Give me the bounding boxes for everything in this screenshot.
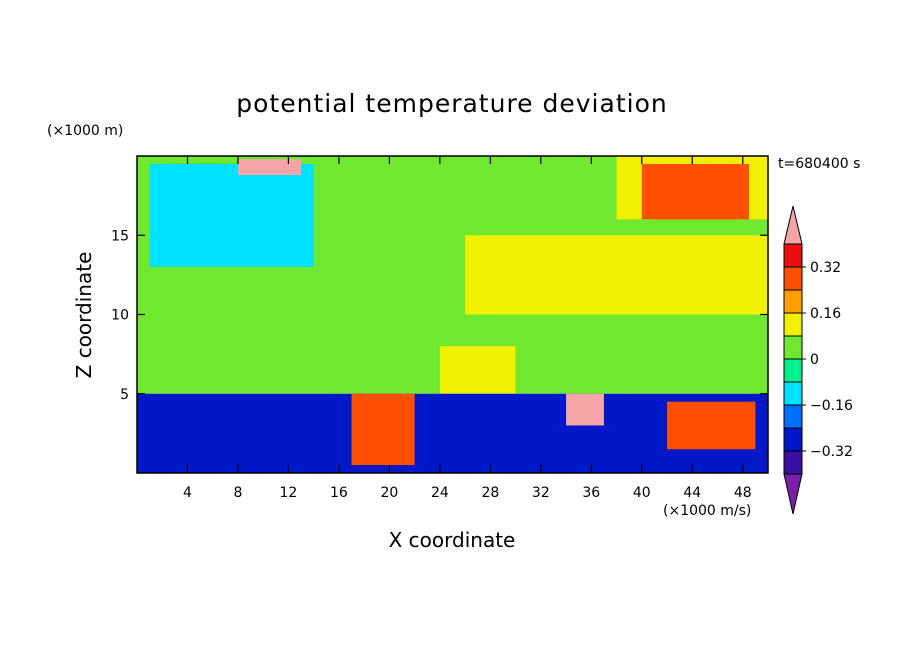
y-tick-label: 10 <box>111 308 129 324</box>
y-axis-title: Z coordinate <box>72 252 96 379</box>
colorbar-swatch <box>783 266 803 291</box>
field-region <box>351 393 415 466</box>
x-tick-label: 48 <box>734 485 752 501</box>
colorbar-tick-label: −0.32 <box>810 444 853 460</box>
x-tick-label: 44 <box>683 485 701 501</box>
x-tick-label: 20 <box>380 485 398 501</box>
x-tick-label: 12 <box>280 485 298 501</box>
x-axis-title: X coordinate <box>389 528 516 552</box>
colorbar-swatch <box>783 450 803 475</box>
x-tick-label: 16 <box>330 485 348 501</box>
x-tick-label: 40 <box>633 485 651 501</box>
field-region <box>439 346 516 394</box>
x-axis: 4 8 12 16 20 24 28 32 36 40 44 48 <box>183 156 752 501</box>
colorbar-max-arrow <box>783 205 803 245</box>
field-region <box>137 393 768 473</box>
field-layer <box>137 156 768 473</box>
colorbar-swatch <box>783 312 803 337</box>
colorbar-swatch <box>783 358 803 383</box>
field-region <box>237 159 302 176</box>
x-tick-label: 36 <box>582 485 600 501</box>
colorbar-tick-label: 0.32 <box>810 260 841 276</box>
colorbar-swatch <box>783 404 803 429</box>
colorbar-tick-label: 0 <box>810 352 819 368</box>
x-tick-label: 24 <box>431 485 449 501</box>
colorbar-swatch <box>783 335 803 360</box>
field-region <box>667 401 756 450</box>
colorbar-min-arrow <box>783 473 803 515</box>
colorbar-tick-label: −0.16 <box>810 398 853 414</box>
y-axis: 5 10 15 <box>111 228 768 403</box>
y-unit-label: (×1000 m) <box>47 123 123 139</box>
colorbar: 0.32 0.16 0 −0.16 −0.32 <box>783 205 853 515</box>
x-tick-label: 28 <box>481 485 499 501</box>
field-region <box>641 163 750 220</box>
field-region <box>465 235 768 315</box>
y-tick-label: 15 <box>111 228 129 244</box>
x-unit-label: (×1000 m/s) <box>663 503 751 519</box>
time-label: t=680400 s <box>778 156 860 172</box>
field-region <box>149 163 314 267</box>
x-tick-label: 4 <box>183 485 192 501</box>
colorbar-swatch <box>783 427 803 452</box>
colorbar-swatch <box>783 289 803 314</box>
y-tick-label: 5 <box>120 387 129 403</box>
x-tick-label: 32 <box>532 485 550 501</box>
chart-title: potential temperature deviation <box>236 89 667 118</box>
field-region <box>566 393 604 426</box>
colorbar-tick-label: 0.16 <box>810 306 841 322</box>
colorbar-swatch <box>783 243 803 268</box>
x-tick-label: 8 <box>233 485 242 501</box>
colorbar-swatch <box>783 381 803 406</box>
